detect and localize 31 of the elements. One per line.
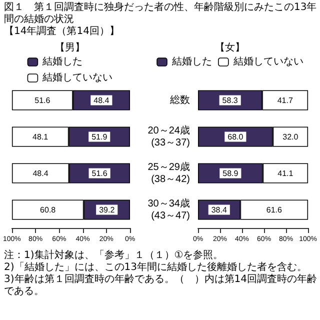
- data-label: 61.6: [266, 205, 282, 214]
- y-tick-label: 20～24歳(33～37): [148, 124, 190, 148]
- data-label: 58.3: [222, 96, 238, 105]
- y-tick-label: 25～29歳(38～42): [148, 160, 190, 185]
- data-label: 38.4: [211, 205, 228, 214]
- chart-title: 【男】: [55, 42, 85, 54]
- data-label: 68.0: [228, 132, 244, 142]
- data-label: 51.6: [92, 168, 108, 178]
- data-label: 41.1: [278, 168, 294, 178]
- caption: 図１ 第１回調査時に独身だった者の性、年齢階級別にみたこの13年間の結婚の状況: [4, 2, 318, 26]
- data-label: 48.1: [32, 132, 49, 142]
- legend-label: 結婚した: [42, 56, 83, 68]
- legend-label: 結婚していない: [232, 56, 304, 68]
- text: 注：1)集計対象は、「参考」１（１）①を参照。: [4, 250, 224, 262]
- data-label: 60.8: [40, 205, 56, 214]
- text: 3)年齢は第１回調査時の年齢である。（ ）内は第14回調査時の年齢である。: [4, 274, 318, 298]
- text: 【14年調査（第14回）】: [4, 26, 120, 38]
- y-tick-label: 総数: [169, 94, 190, 106]
- data-label: 48.4: [94, 96, 110, 105]
- data-label: 48.4: [32, 168, 49, 178]
- data-label: 51.9: [92, 132, 108, 142]
- data-label: 51.6: [34, 96, 51, 105]
- data-label: 32.0: [282, 132, 299, 142]
- chart-title: 【女】: [215, 42, 245, 54]
- y-tick-label: 30～34歳(43～47): [148, 197, 190, 222]
- data-label: 41.7: [277, 96, 294, 105]
- data-label: 39.2: [99, 205, 116, 214]
- data-label: 58.9: [222, 168, 239, 178]
- text: 2)「結婚した」には、この13年間に結婚した後離婚した者を含む。: [4, 262, 308, 274]
- legend-label: 結婚した: [171, 56, 212, 68]
- legend-label: 結婚していない: [42, 72, 113, 84]
